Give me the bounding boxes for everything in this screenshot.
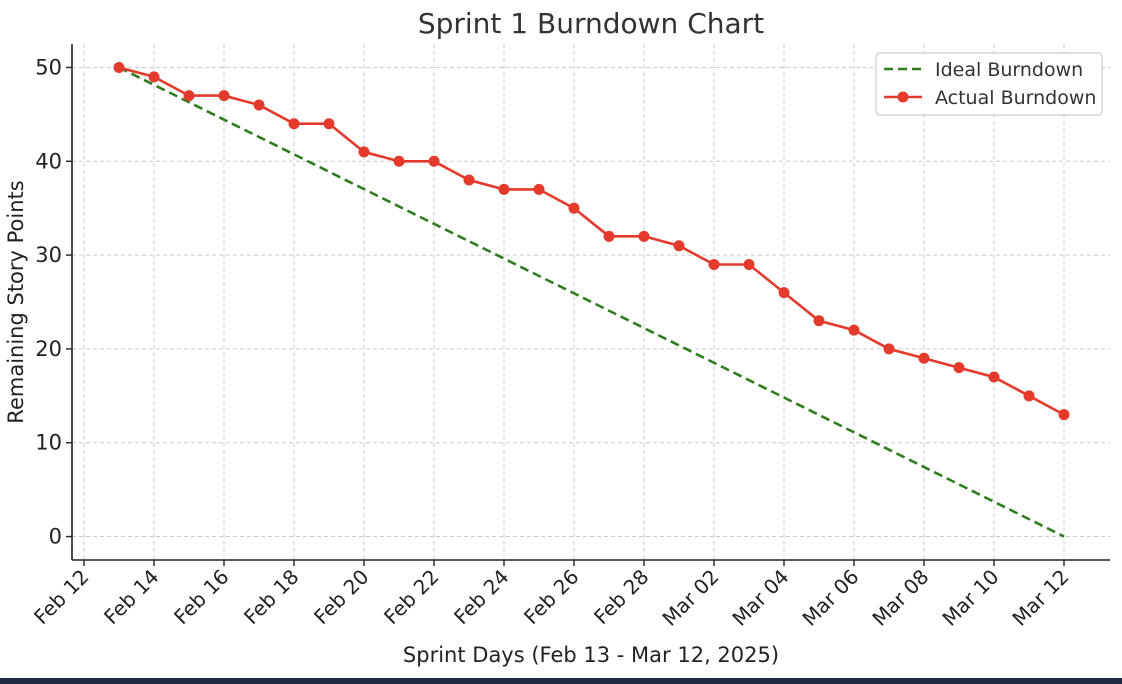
actual-burndown-point [183, 90, 195, 102]
legend-box [875, 52, 1103, 116]
actual-burndown-point [253, 99, 265, 111]
y-tick-label: 40 [35, 149, 62, 173]
actual-burndown-legend-label: Actual Burndown [935, 87, 1096, 109]
actual-burndown-point [1058, 409, 1070, 421]
actual-burndown-point [778, 287, 790, 299]
ideal-burndown-legend-label: Ideal Burndown [935, 59, 1083, 81]
actual-burndown-point [708, 258, 720, 270]
actual-burndown-point [428, 155, 440, 167]
y-axis-label: Remaining Story Points [4, 180, 28, 423]
actual-burndown-legend-marker [897, 91, 909, 103]
legend: Ideal Burndown Actual Burndown [875, 52, 1103, 116]
actual-burndown-point [1023, 390, 1035, 402]
series-layer [113, 61, 1070, 538]
y-tick-label: 30 [35, 243, 62, 267]
actual-burndown-point [498, 183, 510, 195]
actual-burndown-point [463, 174, 475, 186]
y-tick-label: 20 [35, 337, 62, 361]
actual-burndown-point [813, 315, 825, 327]
actual-burndown-point [848, 324, 860, 336]
actual-burndown-point [743, 258, 755, 270]
actual-burndown-point [568, 202, 580, 214]
grid-lines [72, 44, 1110, 560]
actual-burndown-point [533, 183, 545, 195]
chart-title: Sprint 1 Burndown Chart [418, 7, 764, 40]
actual-burndown-point [288, 118, 300, 130]
actual-burndown-point [148, 71, 160, 83]
actual-burndown-point [393, 155, 405, 167]
actual-burndown-point [918, 352, 930, 364]
actual-burndown-point [358, 146, 370, 158]
actual-burndown-point [218, 90, 230, 102]
x-axis-label: Sprint Days (Feb 13 - Mar 12, 2025) [403, 643, 779, 667]
actual-burndown-line [118, 66, 1065, 416]
actual-burndown-point [673, 240, 685, 252]
actual-burndown-point [113, 61, 125, 73]
y-tick-label: 50 [35, 55, 62, 79]
y-tick-label: 0 [49, 525, 62, 549]
actual-burndown-point [603, 230, 615, 242]
actual-burndown-point [953, 362, 965, 374]
actual-burndown-point [988, 371, 1000, 383]
y-tick-label: 10 [35, 431, 62, 455]
ideal-burndown-line [118, 66, 1065, 538]
actual-burndown-point [883, 343, 895, 355]
bottom-edge-strip [0, 678, 1122, 684]
actual-burndown-point [638, 230, 650, 242]
actual-burndown-point [323, 118, 335, 130]
